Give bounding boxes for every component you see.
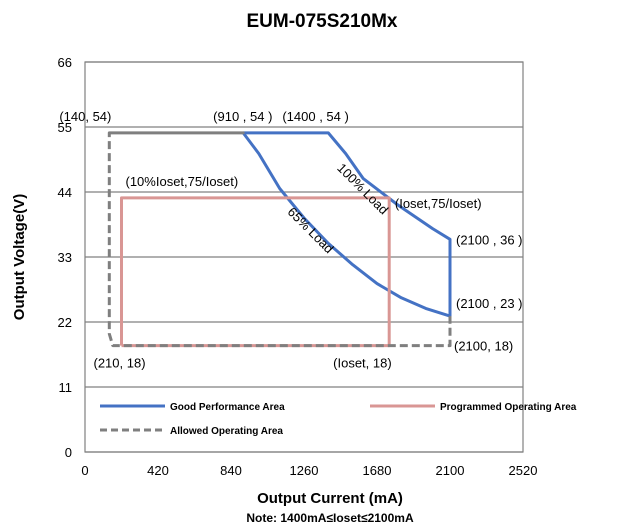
x-tick-labels: 0 420 840 1260 1680 2100 2520 xyxy=(81,463,537,478)
series-line-good-performance-area xyxy=(242,131,452,318)
x-tick-label: 840 xyxy=(220,463,242,478)
y-tick-label: 66 xyxy=(58,55,72,70)
y-tick-labels: 0 11 22 33 44 55 66 xyxy=(58,55,72,460)
series-layer xyxy=(107,131,452,348)
x-tick-label: 1680 xyxy=(363,463,392,478)
annotation-label: 100% Load xyxy=(334,160,391,217)
annotation-label: (910 , 54 ) xyxy=(213,109,272,124)
x-tick-label: 420 xyxy=(147,463,169,478)
x-tick-label: 0 xyxy=(81,463,88,478)
annotation-label: (2100 , 23 ) xyxy=(456,296,523,311)
annotation-label: (2100 , 36 ) xyxy=(456,232,523,247)
annotations: (140, 54) (910 , 54 ) (1400 , 54 ) (10%Iose… xyxy=(59,109,522,371)
y-tick-label: 22 xyxy=(58,315,72,330)
y-tick-label: 0 xyxy=(65,445,72,460)
annotation-label: (2100, 18) xyxy=(454,339,513,354)
legend-label-good-performance: Good Performance Area xyxy=(170,402,285,413)
series-line-allowed-operating-area xyxy=(107,131,452,348)
y-tick-label: 55 xyxy=(58,120,72,135)
annotation-label: (10%Ioset,75/Ioset) xyxy=(126,174,239,189)
plot-frame xyxy=(84,61,524,453)
series-line-programmed-operating-area xyxy=(120,196,391,348)
y-axis-title: Output Voltage(V) xyxy=(11,194,28,320)
annotation-label: (140, 54) xyxy=(59,109,111,124)
annotation-label: (Ioset,75/Ioset) xyxy=(395,196,482,211)
legend: Good Performance Area Programmed Operati… xyxy=(100,402,577,437)
x-axis-title: Output Current (mA) xyxy=(257,490,403,507)
y-tick-label: 44 xyxy=(58,185,72,200)
chart-title: EUM-075S210Mx xyxy=(246,11,397,32)
x-tick-label: 1260 xyxy=(290,463,319,478)
note-text: Note: 1400mA≤Ioset≤2100mA xyxy=(246,511,414,525)
annotation-label: (Ioset, 18) xyxy=(333,356,392,371)
x-tick-label: 2100 xyxy=(436,463,465,478)
y-tick-label: 33 xyxy=(58,250,72,265)
annotation-label: (210, 18) xyxy=(94,356,146,371)
legend-label-programmed: Programmed Operating Area xyxy=(440,402,577,413)
x-tick-label: 2520 xyxy=(509,463,538,478)
legend-label-allowed: Allowed Operating Area xyxy=(170,426,283,437)
y-tick-label: 11 xyxy=(59,380,73,395)
annotation-label: 65% Load xyxy=(285,204,337,256)
annotation-label: (1400 , 54 ) xyxy=(282,109,349,124)
